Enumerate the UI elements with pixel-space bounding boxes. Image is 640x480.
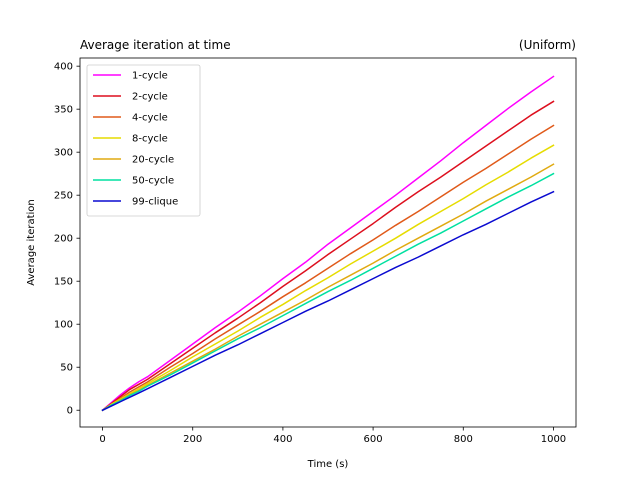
chart-title: Average iteration at time (80, 38, 231, 52)
y-tick-label: 400 (54, 62, 73, 73)
legend-label: 4-cycle (132, 113, 168, 124)
x-tick-label: 400 (273, 434, 292, 445)
y-tick-label: 150 (54, 277, 73, 288)
plot-area-frame (79, 57, 577, 428)
x-tick-label: 200 (183, 434, 202, 445)
legend-box (86, 64, 201, 217)
legend: 1-cycle 2-cycle 4-cycle 8-cycle 20-cycle 50-c… (86, 64, 201, 217)
y-tick-label: 350 (54, 105, 73, 116)
y-tick-label: 200 (54, 234, 73, 245)
series-line-1-cycle (101, 75, 555, 412)
x-tick-label: 1000 (541, 434, 566, 445)
y-tick-label: 300 (54, 148, 73, 159)
y-tick-label: 250 (54, 191, 73, 202)
x-tick-label: 800 (454, 434, 473, 445)
legend-label: 20-cycle (132, 155, 174, 166)
x-tick-label: 0 (99, 434, 105, 445)
x-axis-ticks: 0 200 400 600 800 1000 (99, 427, 566, 445)
y-axis-ticks: 0 50 100 150 200 250 300 350 400 (54, 62, 80, 417)
series-line-2-cycle (101, 100, 555, 412)
x-tick-label: 600 (364, 434, 383, 445)
legend-label: 1-cycle (132, 71, 168, 82)
y-axis-label: Average iteration (26, 199, 37, 286)
legend-label: 8-cycle (132, 134, 168, 145)
series-line-99-clique (101, 190, 555, 412)
legend-label: 2-cycle (132, 92, 168, 103)
series-line-50-cycle (101, 172, 555, 412)
chart-subtitle-right: (Uniform) (519, 38, 576, 52)
series-lines (101, 75, 555, 412)
series-line-4-cycle (101, 124, 555, 412)
y-tick-label: 0 (67, 406, 73, 417)
legend-label: 99-clique (132, 197, 178, 208)
legend-items: 1-cycle 2-cycle 4-cycle 8-cycle 20-cycle 50-c… (93, 71, 178, 208)
x-axis-label: Time (s) (307, 459, 349, 470)
y-tick-label: 50 (60, 363, 73, 374)
y-tick-label: 100 (54, 320, 73, 331)
series-line-20-cycle (101, 163, 555, 412)
series-line-8-cycle (101, 144, 555, 412)
legend-label: 50-cycle (132, 176, 174, 187)
